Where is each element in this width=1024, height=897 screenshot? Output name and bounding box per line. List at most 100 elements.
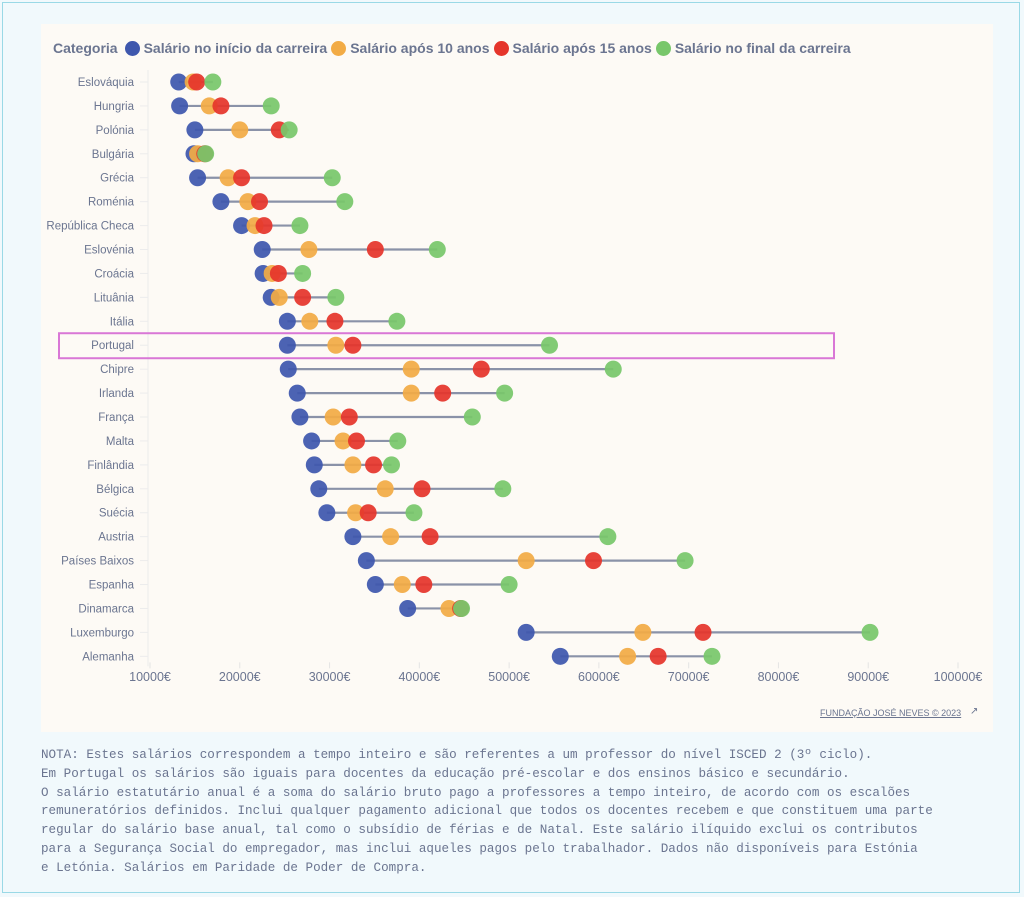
y-tick-label: França: [98, 412, 134, 424]
chart-row: Eslovénia: [84, 241, 446, 259]
dot-end: [389, 432, 407, 450]
x-tick-label: 50000€: [488, 670, 530, 684]
dot-start: [233, 217, 251, 235]
dot-15-years: [251, 193, 269, 211]
chart-row: Países Baixos: [61, 552, 694, 570]
note-line: e Letónia. Salários em Paridade de Poder…: [41, 860, 427, 875]
chart-legend: Categoria Salário no início da carreira …: [53, 37, 855, 59]
dot-15-years: [269, 264, 287, 282]
dot-10-years: [347, 504, 365, 522]
dot-15-years: [366, 241, 384, 259]
y-tick-label: Dinamarca: [78, 603, 134, 615]
legend-item-10-years[interactable]: Salário após 10 anos: [331, 40, 490, 56]
chart-row: Finlândia: [87, 456, 401, 474]
y-tick-label: Polónia: [96, 125, 135, 137]
dot-end: [280, 121, 298, 139]
chart-row: Austria: [98, 528, 617, 546]
y-tick-label: Malta: [106, 436, 135, 448]
dot-end: [405, 504, 423, 522]
legend-label-end: Salário no final da carreira: [674, 40, 851, 56]
chart-row: Grécia: [100, 169, 341, 187]
legend-dot-start: [124, 40, 140, 56]
legend-item-15-years[interactable]: Salário após 15 anos: [493, 40, 652, 56]
y-tick-label: Bulgária: [92, 149, 135, 161]
chart-row: República Checa: [46, 217, 309, 235]
y-tick-label: Austria: [98, 532, 134, 544]
dot-15-years: [649, 647, 667, 665]
y-tick-label: Roménia: [88, 197, 135, 209]
y-tick-label: República Checa: [46, 221, 134, 233]
legend-label-10-years: Salário após 10 anos: [350, 40, 490, 56]
dot-10-years: [619, 647, 637, 665]
dot-15-years: [421, 528, 439, 546]
y-tick-label: Espanha: [89, 580, 135, 592]
dot-15-years: [347, 432, 365, 450]
x-tick-label: 10000€: [129, 670, 171, 684]
x-tick-label: 70000€: [668, 670, 710, 684]
dot-10-years: [324, 408, 342, 426]
dot-10-years: [440, 599, 458, 617]
y-tick-label: Itália: [110, 316, 135, 328]
dot-end: [861, 623, 879, 641]
dot-15-years: [344, 336, 362, 354]
axis-layer: 10000€ 20000€ 30000€ 40000€ 50000€ 60000€ 7000…: [129, 70, 982, 684]
dot-end: [496, 384, 514, 402]
dot-15-years: [365, 456, 383, 474]
dot-10-years: [301, 312, 319, 330]
dot-start: [310, 480, 328, 498]
chart-card: [41, 24, 993, 732]
dot-15-years: [415, 576, 433, 594]
legend-title: Categoria: [53, 40, 118, 56]
dot-end: [463, 408, 481, 426]
chart-row: Hungria: [94, 97, 280, 115]
chart-row: Suécia: [99, 504, 423, 522]
dot-15-years: [359, 504, 377, 522]
dot-10-years: [334, 432, 352, 450]
chart-row: Malta: [106, 432, 407, 450]
dot-end: [703, 647, 721, 665]
y-tick-label: Chipre: [100, 364, 134, 376]
dot-end: [336, 193, 354, 211]
legend-label-15-years: Salário após 15 anos: [512, 40, 652, 56]
dot-15-years: [233, 169, 251, 187]
y-tick-label: Croácia: [94, 268, 134, 280]
dot-15-years: [694, 623, 712, 641]
chart-row: Dinamarca: [78, 599, 471, 617]
dot-start: [288, 384, 306, 402]
dot-start: [212, 193, 230, 211]
dot-end: [327, 288, 345, 306]
dot-10-years: [219, 169, 237, 187]
x-tick-label: 40000€: [398, 670, 440, 684]
legend-dot-end: [655, 40, 671, 56]
credit-link[interactable]: FUNDAÇÃO JOSÉ NEVES © 2023: [820, 708, 962, 718]
dot-end: [323, 169, 341, 187]
y-tick-label: Eslováquia: [78, 77, 135, 89]
chart-row: Eslováquia: [78, 73, 222, 91]
dot-end: [294, 264, 312, 282]
chart-row: França: [98, 408, 481, 426]
note-line: para a Segurança Social do empregador, m…: [41, 841, 918, 856]
dot-start: [344, 528, 362, 546]
dot-start: [366, 576, 384, 594]
dot-start: [517, 623, 535, 641]
external-link-icon[interactable]: ↗: [970, 706, 979, 717]
dot-15-years: [188, 73, 206, 91]
dot-start: [357, 552, 375, 570]
x-tick-label: 90000€: [847, 670, 889, 684]
y-tick-label: Bélgica: [96, 484, 134, 496]
chart-row: Luxemburgo: [70, 623, 879, 641]
legend-item-start[interactable]: Salário no início da carreira: [124, 40, 327, 56]
dot-10-years: [270, 288, 288, 306]
dot-10-years: [376, 480, 394, 498]
note-line: remuneratórios definidos. Inclui qualque…: [41, 804, 933, 819]
x-tick-label: 60000€: [578, 670, 620, 684]
dot-15-years: [212, 97, 230, 115]
legend-item-end[interactable]: Salário no final da carreira: [655, 40, 851, 56]
dot-end: [197, 145, 215, 163]
dumbbell-chart: 10000€ 20000€ 30000€ 40000€ 50000€ 60000€ 7000…: [46, 70, 982, 684]
dot-10-years: [393, 576, 411, 594]
y-tick-label: Suécia: [99, 508, 135, 520]
dot-15-years: [472, 360, 490, 378]
y-tick-label: Eslovénia: [84, 245, 134, 257]
dot-start: [170, 73, 188, 91]
